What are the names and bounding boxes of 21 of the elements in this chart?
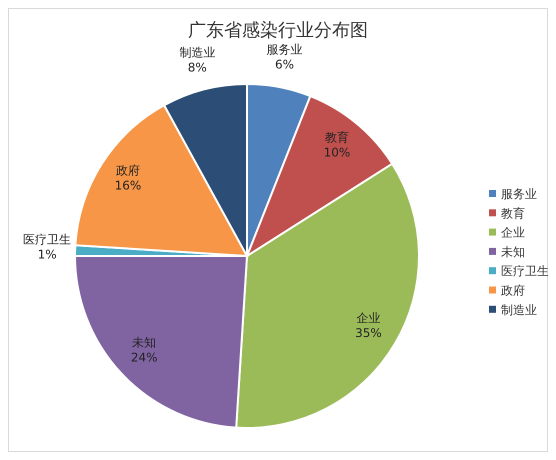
data-label: 16%: [114, 178, 142, 192]
slice-label: 企业: [356, 310, 380, 325]
data-label: 35%: [355, 326, 382, 340]
legend-label: 企业: [501, 226, 525, 240]
data-label: 1%: [38, 248, 57, 262]
legend-label: 制造业: [501, 302, 537, 317]
slice-label: 医疗卫生: [23, 232, 72, 247]
slice-label: 制造业: [179, 45, 216, 60]
legend-label: 政府: [501, 284, 525, 298]
slice-label: 服务业: [266, 42, 302, 57]
slice-label: 未知: [132, 336, 156, 350]
data-label: 6%: [274, 58, 294, 72]
slice-label: 教育: [324, 130, 349, 144]
legend-label: 未知: [501, 244, 525, 259]
legend-label: 教育: [501, 206, 525, 220]
chart-title: 广东省感染行业分布图: [188, 20, 368, 41]
legend-label: 服务业: [501, 187, 537, 201]
data-label: 10%: [324, 145, 350, 160]
data-label: 24%: [130, 350, 158, 365]
data-label: 8%: [188, 60, 207, 74]
slice-label: 政府: [116, 163, 140, 178]
